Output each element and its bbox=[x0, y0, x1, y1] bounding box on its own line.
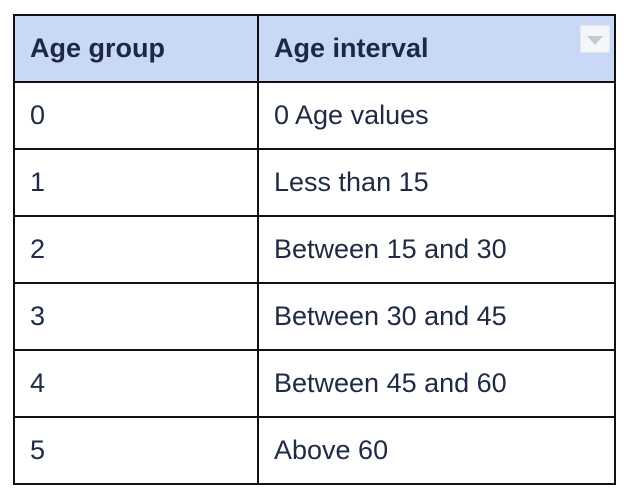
age-group-cell: 0 bbox=[13, 81, 259, 150]
age-interval-cell: Between 45 and 60 bbox=[257, 349, 616, 418]
age-group-cell: 2 bbox=[13, 215, 259, 284]
chevron-down-icon bbox=[587, 36, 603, 45]
age-group-table-container: Age group Age interval 0 0 Age values 1 … bbox=[13, 14, 616, 485]
table-row: 0 0 Age values bbox=[13, 81, 616, 150]
column-header-age-interval: Age interval bbox=[257, 14, 616, 83]
age-interval-cell: Above 60 bbox=[257, 416, 616, 485]
age-interval-cell: Less than 15 bbox=[257, 148, 616, 217]
age-interval-cell: Between 15 and 30 bbox=[257, 215, 616, 284]
column-dropdown-button[interactable] bbox=[580, 25, 610, 53]
age-group-cell: 4 bbox=[13, 349, 259, 418]
table-row: 3 Between 30 and 45 bbox=[13, 282, 616, 351]
age-interval-cell: Between 30 and 45 bbox=[257, 282, 616, 351]
table-row: 1 Less than 15 bbox=[13, 148, 616, 217]
age-group-table: Age group Age interval 0 0 Age values 1 … bbox=[13, 14, 616, 485]
table-row: 5 Above 60 bbox=[13, 416, 616, 485]
table-row: 2 Between 15 and 30 bbox=[13, 215, 616, 284]
table-row: 4 Between 45 and 60 bbox=[13, 349, 616, 418]
age-group-cell: 3 bbox=[13, 282, 259, 351]
table-header-row: Age group Age interval bbox=[13, 14, 616, 83]
age-interval-cell: 0 Age values bbox=[257, 81, 616, 150]
column-header-age-interval-label: Age interval bbox=[274, 33, 429, 63]
column-header-age-group: Age group bbox=[13, 14, 259, 83]
age-group-cell: 5 bbox=[13, 416, 259, 485]
age-group-cell: 1 bbox=[13, 148, 259, 217]
